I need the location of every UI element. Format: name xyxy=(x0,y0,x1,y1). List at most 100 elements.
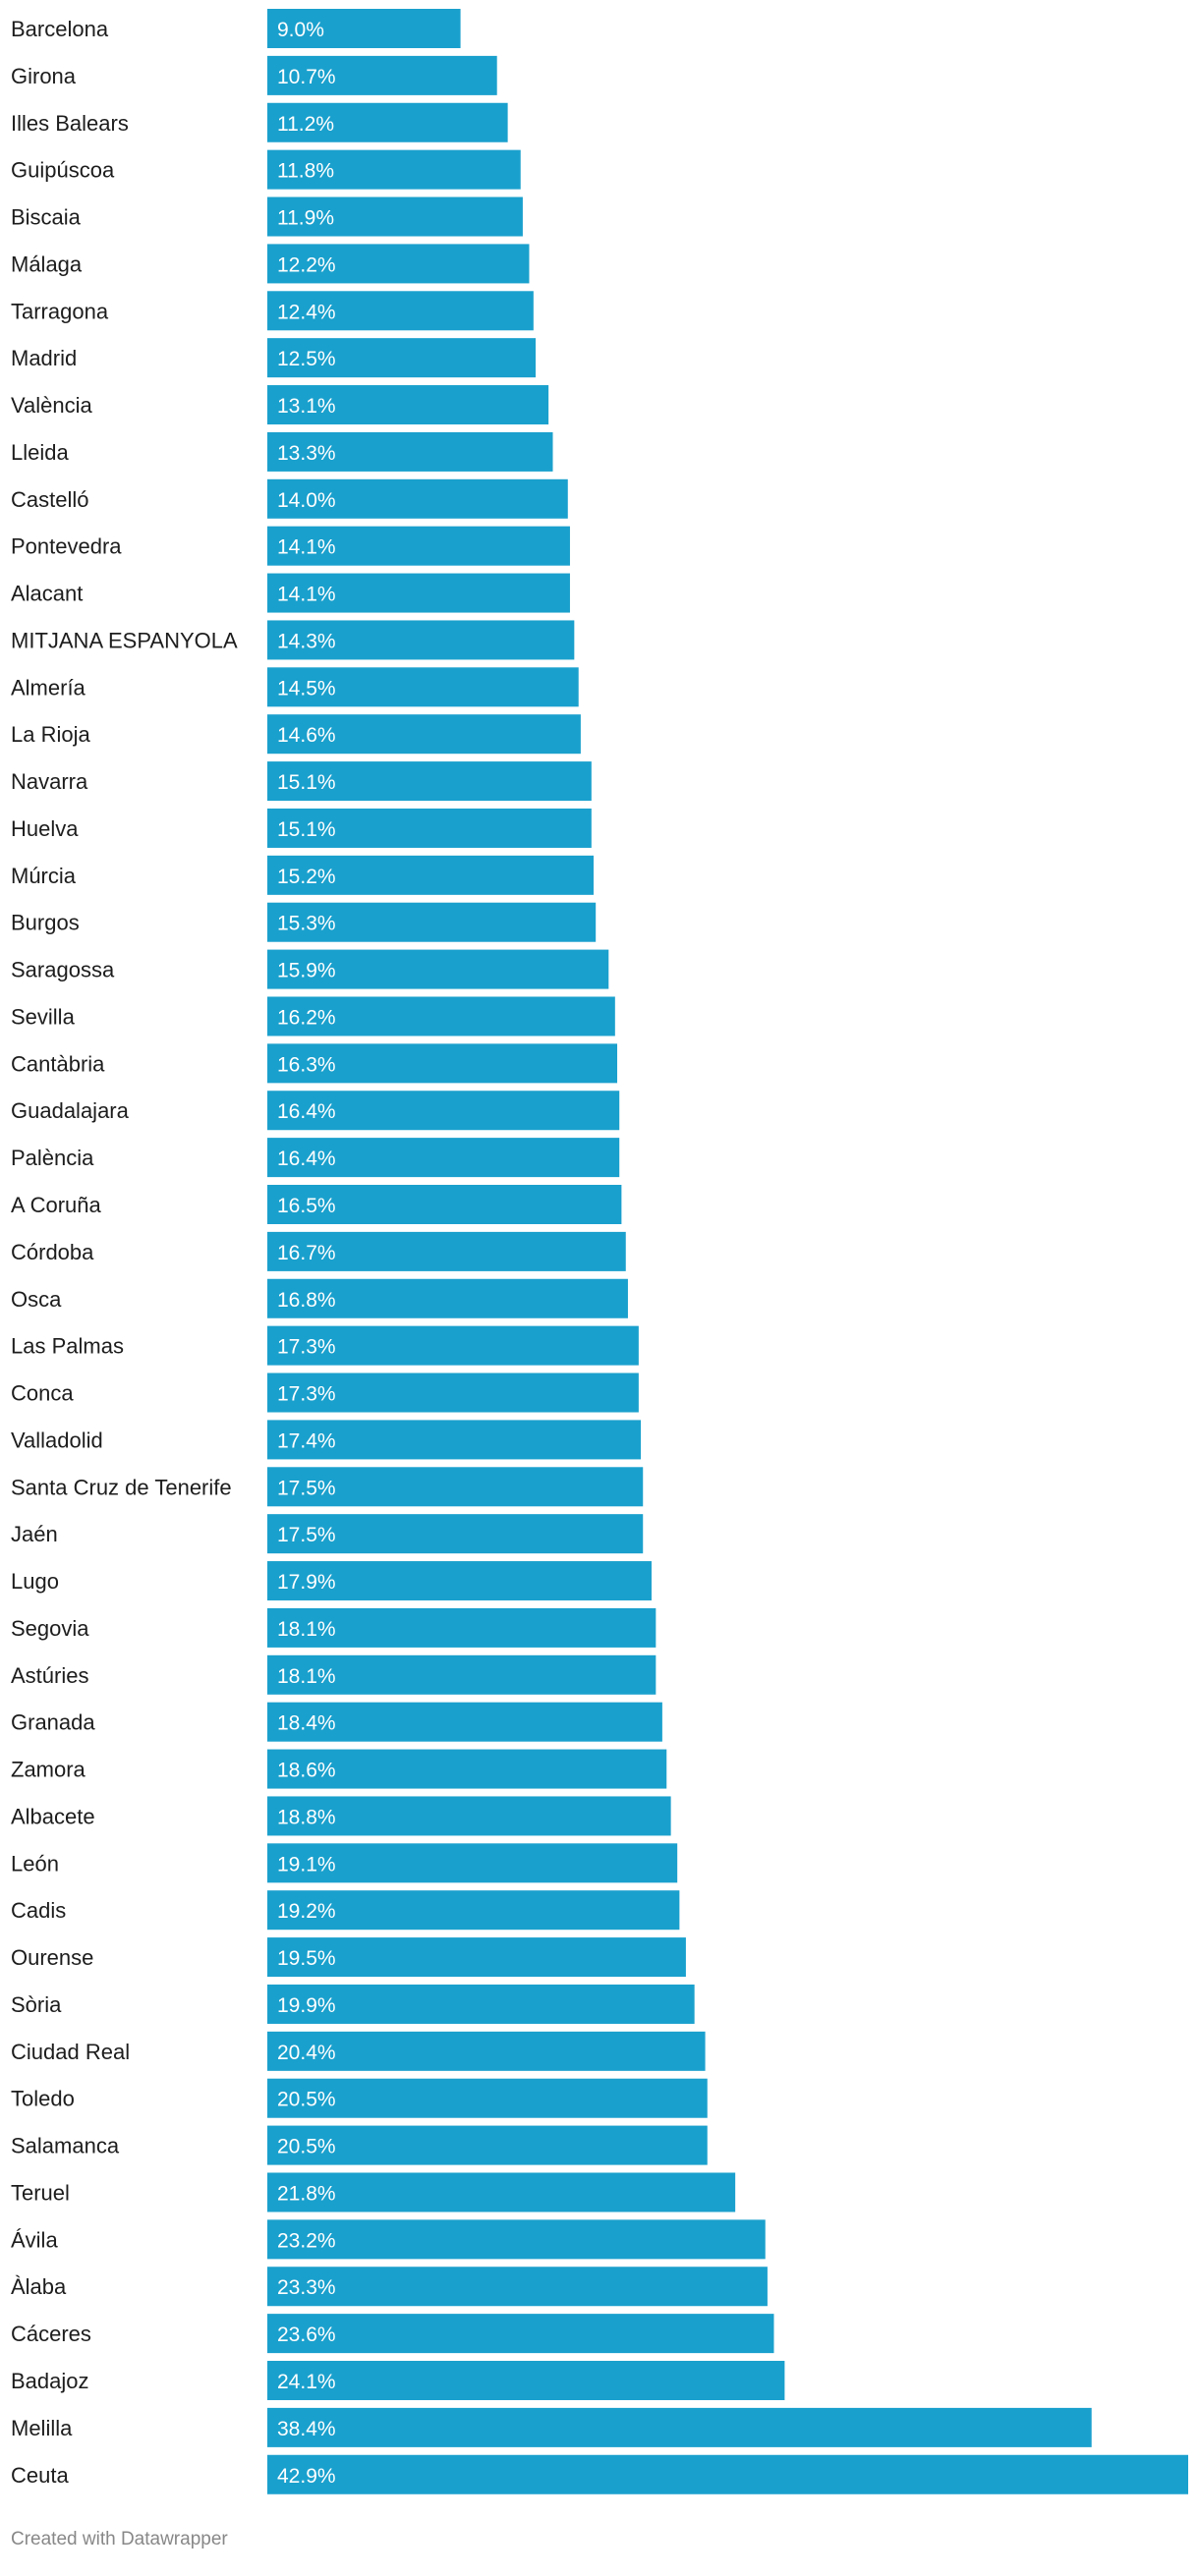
value-label-mitjana-espanyola: 14.3% xyxy=(277,630,336,652)
bar-ceuta xyxy=(267,2454,1188,2494)
bar-salamanca xyxy=(267,2125,708,2165)
bar-burgos xyxy=(267,902,597,942)
value-label-girona: 10.7% xyxy=(277,66,336,88)
category-label-lleida: Lleida xyxy=(11,440,69,465)
category-label-santa-cruz-de-tenerife: Santa Cruz de Tenerife xyxy=(11,1475,232,1499)
value-label-caceres: 23.6% xyxy=(277,2324,336,2346)
value-label-albacete: 18.8% xyxy=(277,1806,336,1828)
value-labels: 9.0% 10.7% 11.2% 11.8% 11.9% 12.2% 12.4% 12.5% 1… xyxy=(277,19,336,2488)
bar-huelva xyxy=(267,808,592,848)
category-label-guadalajara: Guadalajara xyxy=(11,1098,130,1123)
category-label-teruel: Teruel xyxy=(11,2180,70,2205)
value-label-ceuta: 42.9% xyxy=(277,2465,336,2488)
category-label-segovia: Segovia xyxy=(11,1616,89,1641)
value-label-toledo: 20.5% xyxy=(277,2089,336,2111)
category-label-madrid: Madrid xyxy=(11,346,77,370)
category-label-navarra: Navarra xyxy=(11,769,88,794)
category-label-la-rioja: La Rioja xyxy=(11,722,90,747)
value-label-lleida: 13.3% xyxy=(277,442,336,465)
bar-cordoba xyxy=(267,1231,626,1271)
bar-illes-balears xyxy=(267,102,508,142)
bar-las-palmas xyxy=(267,1325,639,1366)
bar-teruel xyxy=(267,2172,736,2212)
category-label-leon: León xyxy=(11,1851,59,1876)
category-label-huelva: Huelva xyxy=(11,816,79,841)
bar-jaen xyxy=(267,1514,644,1554)
value-label-conca: 17.3% xyxy=(277,1383,336,1406)
category-label-palencia: Palència xyxy=(11,1146,94,1170)
bar-biscaia xyxy=(267,196,523,237)
category-label-toledo: Toledo xyxy=(11,2087,75,2111)
value-label-jaen: 17.5% xyxy=(277,1524,336,1546)
bar-la-rioja xyxy=(267,714,581,755)
bar-cantabria xyxy=(267,1043,618,1084)
bar-caceres xyxy=(267,2314,774,2354)
value-label-melilla: 38.4% xyxy=(277,2418,336,2440)
category-label-guipuscoa: Guipúscoa xyxy=(11,158,115,183)
bar-valladolid xyxy=(267,1420,642,1460)
bar-leon xyxy=(267,1843,678,1883)
category-label-mitjana-espanyola: MITJANA ESPANYOLA xyxy=(11,628,238,652)
category-label-asturies: Astúries xyxy=(11,1663,88,1688)
bar-almeria xyxy=(267,667,579,707)
value-label-pontevedra: 14.1% xyxy=(277,536,336,559)
value-label-almeria: 14.5% xyxy=(277,677,336,700)
category-label-girona: Girona xyxy=(11,64,77,88)
value-label-illes-balears: 11.2% xyxy=(277,113,334,136)
bar-alaba xyxy=(267,2267,768,2307)
bar-albacete xyxy=(267,1796,671,1836)
value-label-madrid: 12.5% xyxy=(277,348,336,370)
value-label-cordoba: 16.7% xyxy=(277,1242,336,1264)
category-label-cordoba: Córdoba xyxy=(11,1240,94,1264)
bar-pontevedra xyxy=(267,526,570,566)
category-label-almeria: Almería xyxy=(11,675,86,700)
bar-lugo xyxy=(267,1561,652,1601)
value-label-saragossa: 15.9% xyxy=(277,960,336,982)
bar-castello xyxy=(267,478,568,519)
category-labels: Barcelona Girona Illes Balears Guipúscoa Bis… xyxy=(11,17,238,2488)
value-label-soria: 19.9% xyxy=(277,1994,336,2017)
bar-barcelona xyxy=(267,9,461,48)
value-label-a-coruna: 16.5% xyxy=(277,1195,336,1217)
category-label-salamanca: Salamanca xyxy=(11,2134,120,2158)
value-label-segovia: 18.1% xyxy=(277,1618,336,1641)
bar-navarra xyxy=(267,761,592,802)
value-label-zamora: 18.6% xyxy=(277,1760,336,1782)
bar-segovia xyxy=(267,1607,657,1648)
value-label-castello: 14.0% xyxy=(277,489,336,512)
category-label-pontevedra: Pontevedra xyxy=(11,534,122,559)
category-label-a-coruna: A Coruña xyxy=(11,1193,101,1217)
value-label-palencia: 16.4% xyxy=(277,1148,336,1170)
category-label-malaga: Málaga xyxy=(11,252,83,276)
category-label-murcia: Múrcia xyxy=(11,864,77,888)
bar-cadis xyxy=(267,1890,680,1931)
value-label-ourense: 19.5% xyxy=(277,1947,336,1970)
value-label-avila: 23.2% xyxy=(277,2229,336,2252)
category-label-ceuta: Ceuta xyxy=(11,2463,69,2488)
bar-a-coruna xyxy=(267,1185,622,1224)
value-label-cantabria: 16.3% xyxy=(277,1053,336,1076)
value-label-cadis: 19.2% xyxy=(277,1900,336,1923)
category-label-osca: Osca xyxy=(11,1287,62,1312)
value-label-santa-cruz-de-tenerife: 17.5% xyxy=(277,1477,336,1499)
value-label-asturies: 18.1% xyxy=(277,1665,336,1688)
bar-osca xyxy=(267,1278,628,1318)
category-label-ciudad-real: Ciudad Real xyxy=(11,2040,130,2064)
category-label-valencia: València xyxy=(11,393,93,418)
credit-footer: Created with Datawrapper xyxy=(11,2529,228,2549)
bar-saragossa xyxy=(267,949,609,989)
bar-melilla xyxy=(267,2407,1092,2447)
value-label-valladolid: 17.4% xyxy=(277,1429,336,1452)
category-label-valladolid: Valladolid xyxy=(11,1428,103,1452)
category-label-biscaia: Biscaia xyxy=(11,205,82,230)
category-label-conca: Conca xyxy=(11,1381,74,1406)
category-label-avila: Ávila xyxy=(11,2227,58,2252)
bar-sevilla xyxy=(267,996,615,1036)
value-label-la-rioja: 14.6% xyxy=(277,724,336,747)
value-label-las-palmas: 17.3% xyxy=(277,1336,336,1359)
category-label-barcelona: Barcelona xyxy=(11,17,109,41)
category-label-saragossa: Saragossa xyxy=(11,958,115,982)
bar-santa-cruz-de-tenerife xyxy=(267,1467,644,1507)
value-label-guipuscoa: 11.8% xyxy=(277,160,334,183)
category-label-jaen: Jaén xyxy=(11,1522,58,1546)
